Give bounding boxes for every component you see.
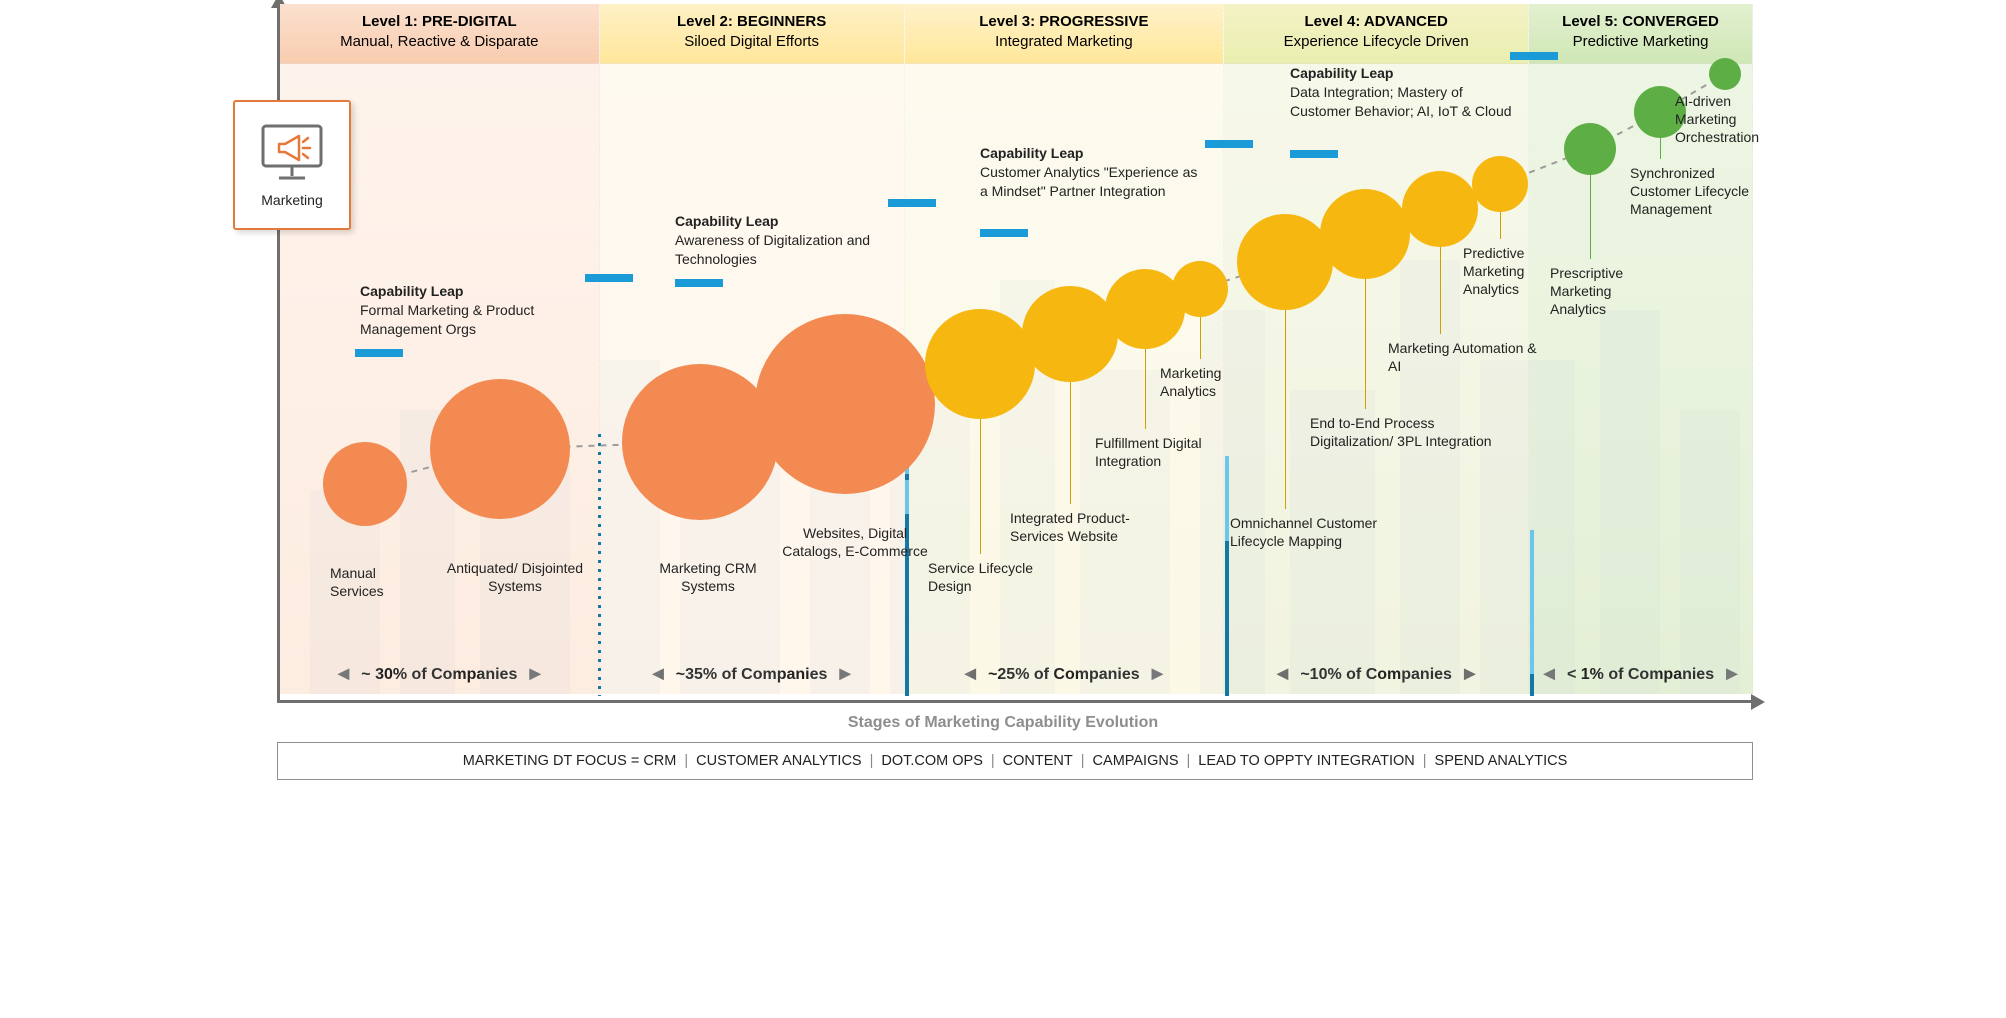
capability-tick <box>980 229 1028 237</box>
capability-leap: Capability LeapFormal Marketing & Produc… <box>360 282 585 339</box>
x-axis <box>277 700 1755 703</box>
capability-tick <box>888 199 936 207</box>
capability-tick <box>1510 52 1558 60</box>
icon-card-label: Marketing <box>261 192 322 208</box>
footer-item: CAMPAIGNS <box>1093 753 1179 769</box>
footer-item: CONTENT <box>1003 753 1073 769</box>
footer-item: DOT.COM OPS <box>881 753 983 769</box>
capability-tick <box>1290 150 1338 158</box>
footer-sep: | <box>684 753 688 769</box>
footer-prefix: MARKETING DT FOCUS = CRM <box>463 753 677 769</box>
footer-sep: | <box>991 753 995 769</box>
footer-item: SPEND ANALYTICS <box>1435 753 1568 769</box>
marketing-icon-card: Marketing <box>233 100 351 230</box>
footer-item: LEAD TO OPPTY INTEGRATION <box>1198 753 1414 769</box>
footer-sep: | <box>1423 753 1427 769</box>
x-axis-arrow-icon <box>1751 694 1765 710</box>
capability-leap: Capability LeapAwareness of Digitalizati… <box>675 212 900 269</box>
capability-tick <box>1205 140 1253 148</box>
capability-leap: Capability LeapCustomer Analytics "Exper… <box>980 144 1205 201</box>
megaphone-screen-icon <box>257 122 327 184</box>
capability-tick <box>675 279 723 287</box>
footer-item: CUSTOMER ANALYTICS <box>696 753 861 769</box>
footer-sep: | <box>870 753 874 769</box>
annotations-layer: Capability LeapFormal Marketing & Produc… <box>280 4 1753 698</box>
capability-leap: Capability LeapData Integration; Mastery… <box>1290 64 1515 121</box>
capability-tick <box>585 274 633 282</box>
x-axis-label: Stages of Marketing Capability Evolution <box>233 714 1773 732</box>
footer-strip: MARKETING DT FOCUS = CRM | CUSTOMER ANAL… <box>277 742 1753 780</box>
maturity-chart: Cumulative Sophistication Stages of Mark… <box>233 0 1773 790</box>
footer-sep: | <box>1187 753 1191 769</box>
footer-sep: | <box>1081 753 1085 769</box>
capability-tick <box>355 349 403 357</box>
